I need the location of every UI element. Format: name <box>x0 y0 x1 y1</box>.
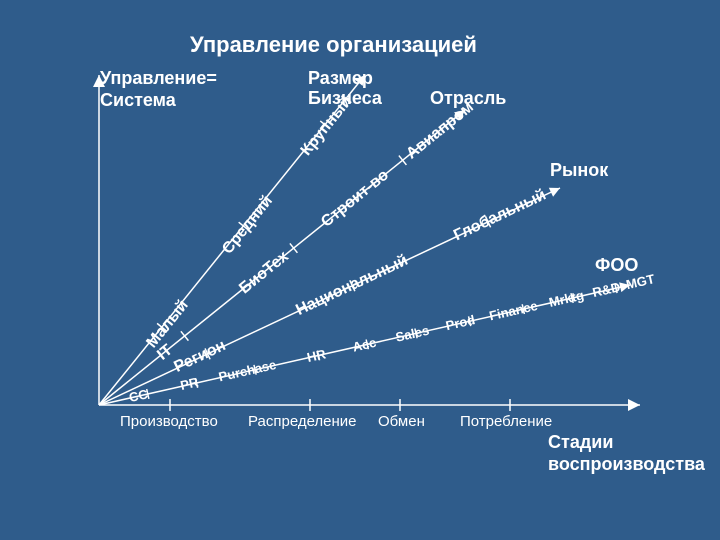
x-axis-title-line2: воспроизводства <box>548 454 705 475</box>
x-tick-label-2: Обмен <box>378 413 425 430</box>
diagram-title: Управление организацией <box>190 32 477 58</box>
x-tick-label-1: Распределение <box>248 413 357 430</box>
y-axis-title-line1: Управление= <box>100 68 217 89</box>
axis-foo-title-0: ФОО <box>595 255 638 276</box>
axis-size-title-0: Размер <box>308 68 373 89</box>
x-tick-label-3: Потребление <box>460 413 552 430</box>
axis-market-title-0: Рынок <box>550 160 608 181</box>
x-axis-title-line1: Стадии <box>548 432 613 453</box>
diagram-stage: Управление организацией Управление=Систем… <box>0 0 720 540</box>
x-tick-label-0: Производство <box>120 413 218 430</box>
y-axis-title-line2: Система <box>100 90 176 111</box>
